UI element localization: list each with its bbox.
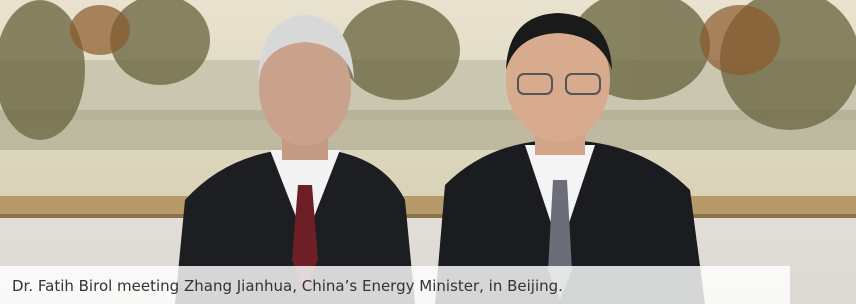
background xyxy=(0,0,856,304)
photo: Dr. Fatih Birol meeting Zhang Jianhua, C… xyxy=(0,0,856,304)
page: Dr. Fatih Birol meeting Zhang Jianhua, C… xyxy=(0,0,856,304)
caption-bar: Dr. Fatih Birol meeting Zhang Jianhua, C… xyxy=(0,266,790,304)
caption: Dr. Fatih Birol meeting Zhang Jianhua, C… xyxy=(12,277,563,295)
